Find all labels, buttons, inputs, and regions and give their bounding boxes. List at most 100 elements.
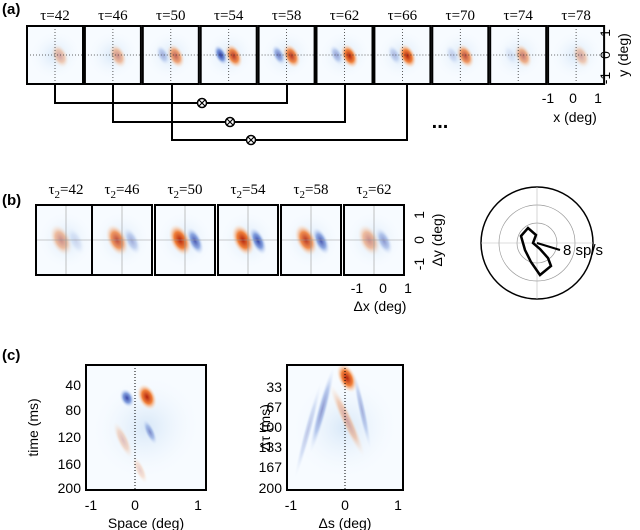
y-tick-label: 200 bbox=[259, 480, 283, 496]
rf-blob bbox=[155, 44, 170, 66]
rf-blob bbox=[456, 43, 475, 69]
rf-border bbox=[141, 25, 200, 85]
y-tick-label: 160 bbox=[58, 456, 82, 472]
rf-blob bbox=[67, 227, 85, 255]
frame-title-part: 2 bbox=[111, 189, 117, 201]
rf-frame bbox=[343, 204, 405, 276]
rf-blob bbox=[119, 388, 135, 408]
rf-border bbox=[91, 204, 153, 276]
y-tick-label: 200 bbox=[58, 480, 82, 496]
rf-blob bbox=[572, 43, 591, 69]
connector bbox=[256, 85, 408, 141]
rf-frame bbox=[91, 204, 153, 276]
rf-border bbox=[26, 25, 84, 85]
frame-title-part: =46 bbox=[116, 182, 140, 198]
rf-blob bbox=[142, 419, 158, 445]
rf-blob bbox=[132, 456, 148, 484]
rf-blob bbox=[329, 383, 365, 457]
y-tick-label: 40 bbox=[65, 377, 81, 393]
x-axis-label: Δs (deg) bbox=[319, 515, 372, 530]
rf-blob bbox=[136, 383, 158, 411]
rf-border bbox=[199, 25, 258, 85]
rf-blob bbox=[186, 227, 204, 255]
rf-border bbox=[85, 364, 207, 491]
rf-frame bbox=[315, 25, 374, 85]
rf-frame bbox=[35, 204, 97, 276]
rf-frame bbox=[489, 25, 548, 85]
rf-frame bbox=[280, 204, 342, 276]
frame-title-part: τ bbox=[168, 182, 174, 198]
rf-blob bbox=[387, 44, 402, 66]
frame-title: τ2=42 bbox=[49, 182, 84, 201]
rf-border bbox=[83, 25, 142, 85]
frame-title-part: τ bbox=[105, 182, 111, 198]
x-tick-label: -1 bbox=[285, 497, 298, 513]
y-tick-label: 33 bbox=[266, 379, 282, 395]
y-tick-label: 0 bbox=[597, 51, 613, 59]
frame-title-part: =42 bbox=[60, 182, 83, 198]
rf-frame bbox=[373, 25, 432, 85]
frame-title-part: =50 bbox=[179, 182, 202, 198]
product-symbol bbox=[247, 136, 255, 144]
panel-label: (a) bbox=[2, 1, 20, 18]
y-tick-label: 1 bbox=[411, 211, 427, 219]
rf-frame bbox=[217, 204, 279, 276]
rf-border bbox=[547, 25, 606, 85]
frame-title: τ2=58 bbox=[294, 182, 329, 201]
rf-border bbox=[315, 25, 374, 85]
rf-border bbox=[489, 25, 548, 85]
rf-blob bbox=[213, 44, 228, 66]
frame-title-part: τ bbox=[49, 182, 55, 198]
frame-title: τ=42 bbox=[40, 8, 70, 24]
frame-title-part: 2 bbox=[55, 189, 61, 201]
frame-title: τ=66 bbox=[388, 8, 418, 24]
rf-blob bbox=[282, 43, 301, 69]
rf-blob bbox=[503, 44, 518, 66]
rf-blob bbox=[398, 43, 417, 69]
frame-title-part: τ bbox=[357, 182, 363, 198]
rf-blob bbox=[166, 43, 185, 69]
ellipsis: ... bbox=[432, 111, 449, 133]
frame-title-part: τ bbox=[231, 182, 237, 198]
x-tick-label: 0 bbox=[379, 280, 387, 296]
rf-blob bbox=[445, 44, 460, 66]
frame-title: τ=50 bbox=[156, 8, 186, 24]
y-axis-label: y (deg) bbox=[615, 33, 631, 77]
rf-blob bbox=[309, 366, 335, 454]
x-tick-label: -1 bbox=[351, 280, 364, 296]
frame-title: τ=54 bbox=[214, 8, 244, 24]
frame-title: τ=70 bbox=[446, 8, 476, 24]
x-tick-label: -1 bbox=[85, 497, 98, 513]
rf-border bbox=[286, 364, 404, 491]
frame-title: τ=62 bbox=[330, 8, 360, 24]
rf-border bbox=[343, 204, 405, 276]
frame-title: τ2=62 bbox=[357, 182, 392, 201]
y-tick-label: 120 bbox=[58, 429, 82, 445]
rf-frame bbox=[83, 25, 142, 85]
y-axis-label: Δτ (ms) bbox=[257, 404, 273, 451]
y-axis-label: time (ms) bbox=[25, 398, 41, 456]
rf-blob bbox=[352, 370, 372, 450]
rf-blob bbox=[514, 43, 533, 69]
x-tick-label: 0 bbox=[569, 90, 577, 106]
connector bbox=[54, 85, 197, 104]
frame-title-part: 2 bbox=[237, 189, 243, 201]
panel-label: (b) bbox=[2, 192, 21, 209]
frame-title-part: 2 bbox=[300, 189, 306, 201]
x-tick-label: 1 bbox=[594, 90, 602, 106]
y-tick-label: -1 bbox=[597, 72, 613, 85]
frame-title-part: 2 bbox=[363, 189, 369, 201]
x-tick-label: 1 bbox=[394, 497, 402, 513]
frame-title: τ=46 bbox=[98, 8, 128, 24]
rf-blob bbox=[271, 44, 286, 66]
connector bbox=[207, 85, 288, 104]
frame-title: τ2=46 bbox=[105, 182, 140, 201]
rf-frame bbox=[141, 25, 200, 85]
frame-title: τ=58 bbox=[272, 8, 302, 24]
rf-border bbox=[373, 25, 432, 85]
frame-title-part: =62 bbox=[368, 182, 391, 198]
y-tick-label: 0 bbox=[411, 236, 427, 244]
rf-blob bbox=[123, 227, 141, 255]
product-symbol bbox=[226, 118, 234, 126]
rf-blob bbox=[329, 44, 344, 66]
